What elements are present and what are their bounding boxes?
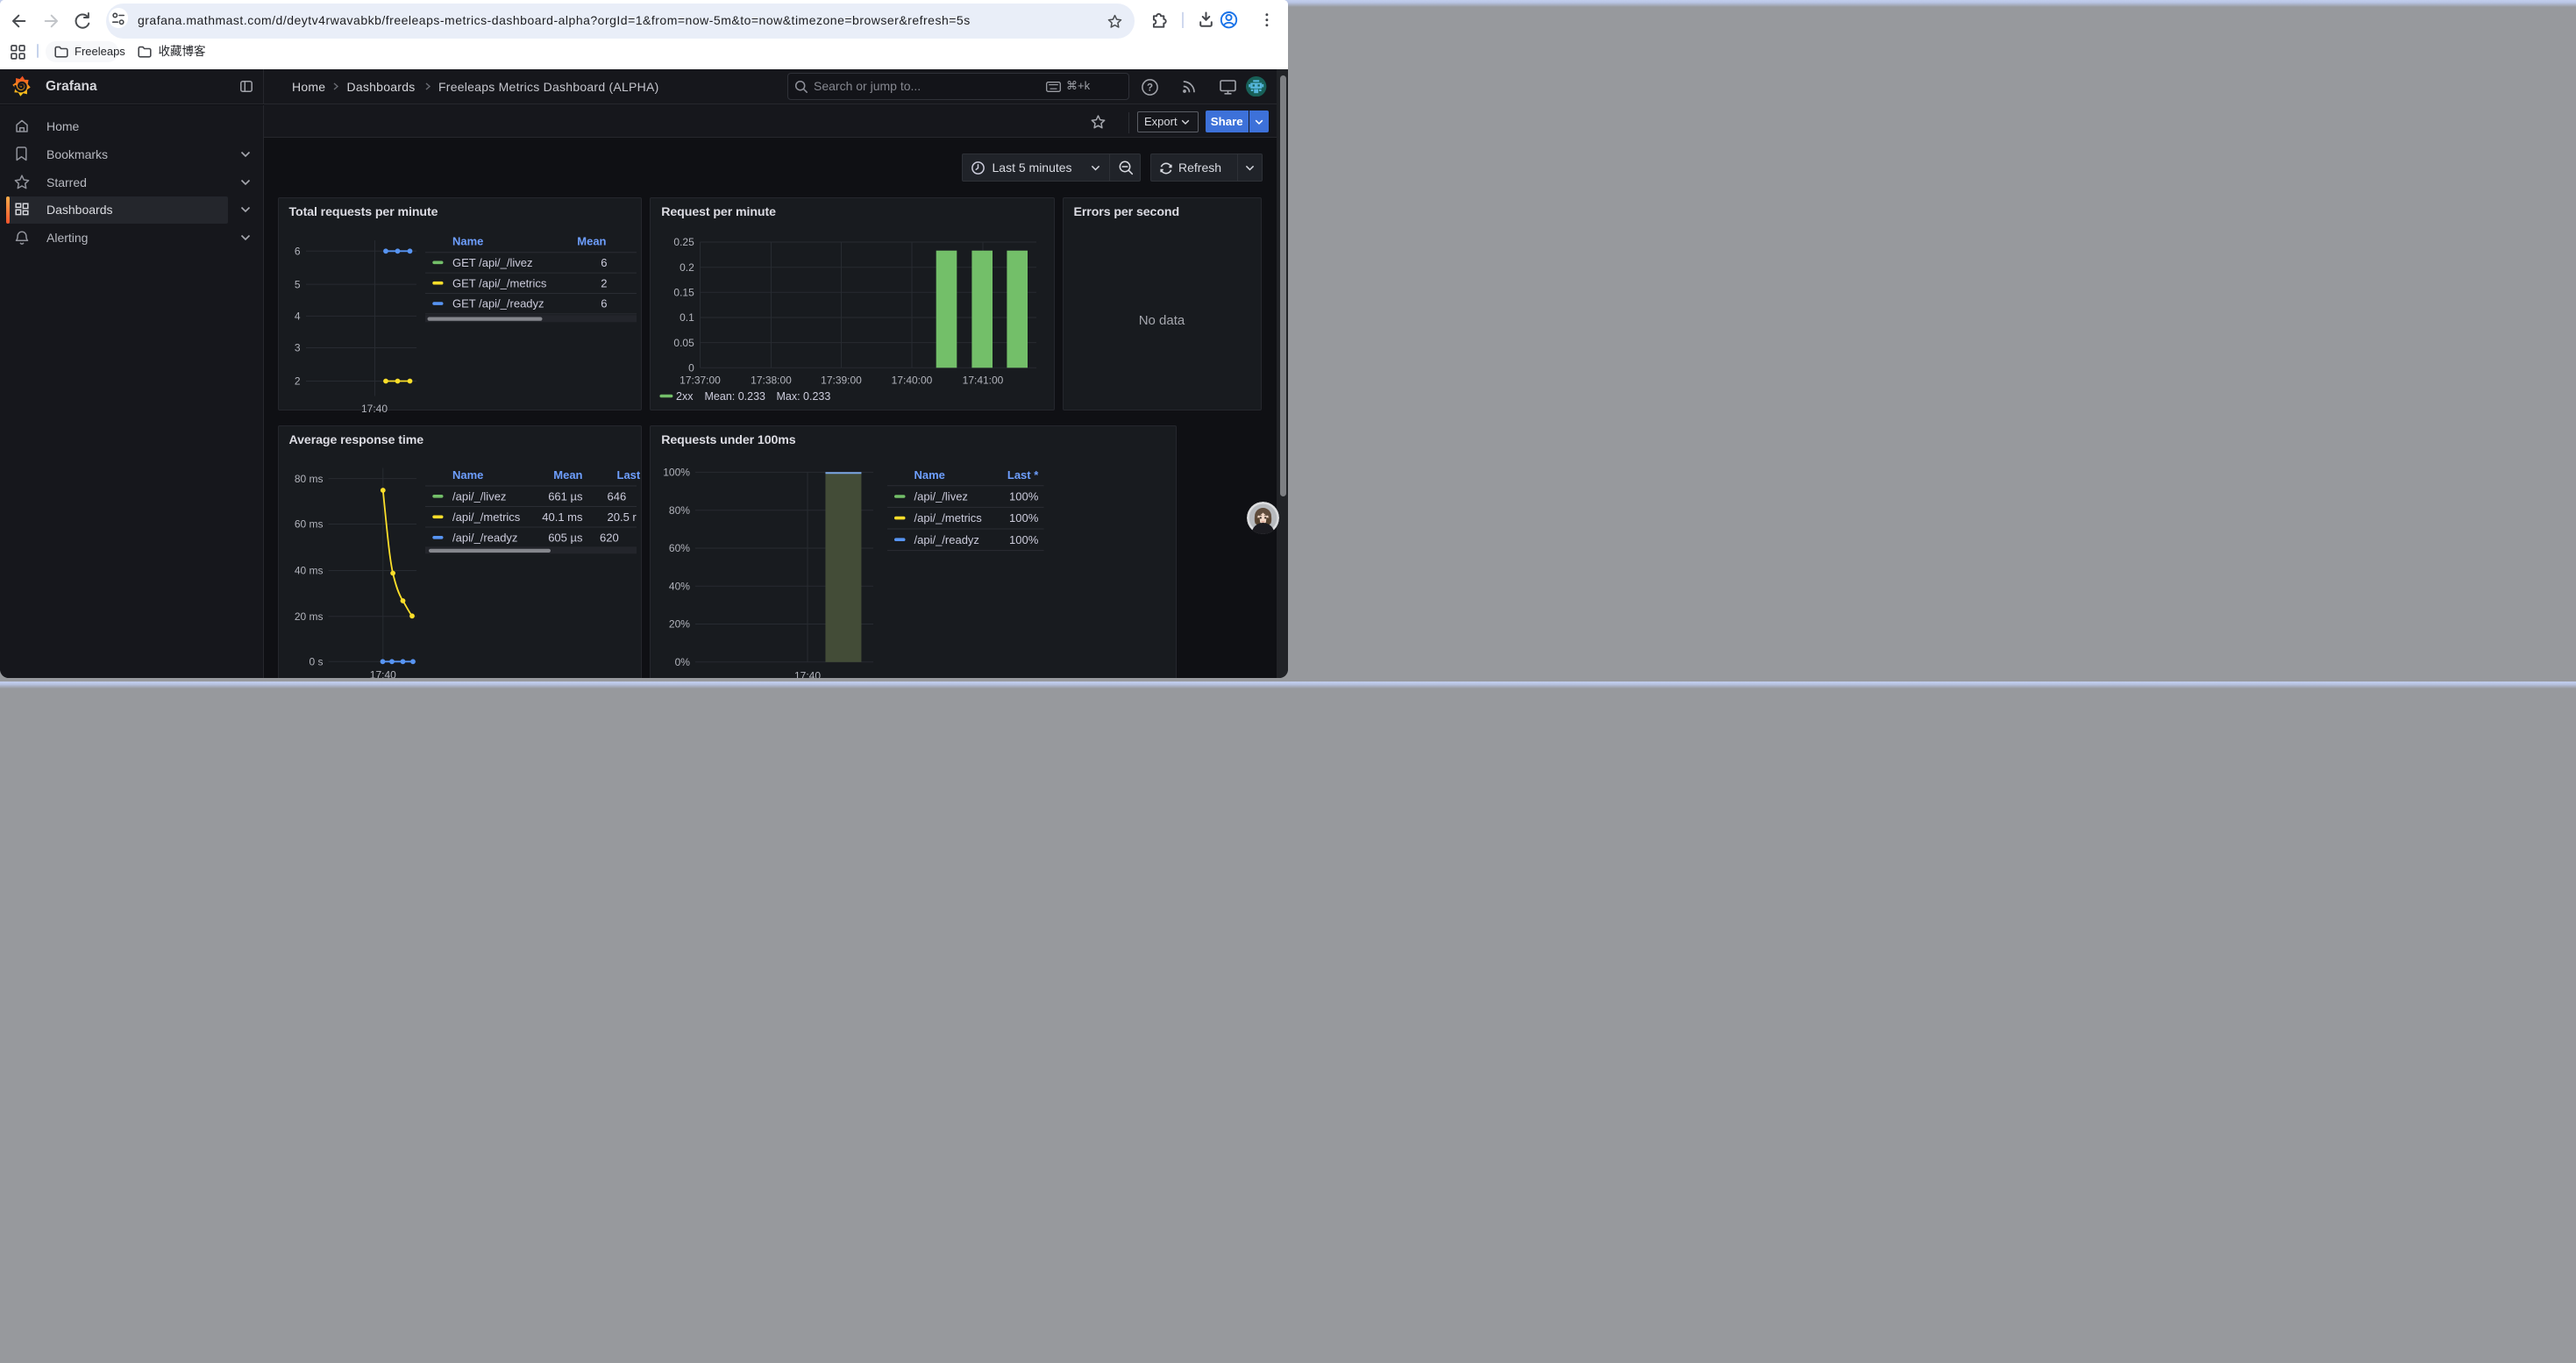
svg-text:/api/_/metrics: /api/_/metrics	[914, 511, 983, 525]
svg-text:17:37:00: 17:37:00	[680, 374, 721, 386]
svg-text:6: 6	[601, 296, 607, 310]
svg-text:17:40: 17:40	[794, 669, 821, 678]
svg-text:0.15: 0.15	[674, 286, 695, 298]
svg-text:3: 3	[294, 341, 300, 353]
svg-text:0.25: 0.25	[674, 236, 695, 248]
svg-text:0: 0	[688, 361, 694, 374]
svg-text:80 ms: 80 ms	[294, 472, 323, 484]
svg-text:?: ?	[1147, 83, 1153, 94]
svg-text:605 µs: 605 µs	[548, 531, 583, 544]
svg-text:Name: Name	[914, 468, 945, 482]
svg-text:60%: 60%	[669, 542, 690, 554]
svg-text:Max: 0.233: Max: 0.233	[777, 389, 831, 402]
svg-text:Name: Name	[452, 468, 483, 482]
svg-text:661 µs: 661 µs	[548, 489, 583, 503]
svg-text:40.1 ms: 40.1 ms	[542, 510, 583, 523]
svg-text:2: 2	[601, 276, 607, 289]
svg-text:40 ms: 40 ms	[294, 564, 323, 576]
svg-text:GET /api/_/livez: GET /api/_/livez	[452, 255, 533, 268]
svg-text:0%: 0%	[675, 656, 691, 668]
svg-text:0.05: 0.05	[674, 336, 695, 348]
svg-text:GET /api/_/readyz: GET /api/_/readyz	[452, 296, 544, 310]
svg-text:17:38:00: 17:38:00	[751, 374, 792, 386]
svg-text:100%: 100%	[1009, 489, 1039, 503]
svg-text:6: 6	[294, 245, 300, 257]
svg-text:100%: 100%	[1009, 511, 1039, 525]
svg-text:Last *: Last *	[1007, 468, 1039, 482]
svg-text:Mean: 0.233: Mean: 0.233	[705, 389, 766, 402]
svg-text:Last *: Last *	[616, 468, 641, 482]
svg-text:100%: 100%	[663, 466, 690, 478]
svg-text:17:39:00: 17:39:00	[821, 374, 862, 386]
svg-text:/api/_/readyz: /api/_/readyz	[452, 531, 517, 544]
svg-text:620: 620	[600, 531, 619, 544]
svg-text:/api/_/livez: /api/_/livez	[452, 489, 506, 503]
svg-text:2xx: 2xx	[676, 389, 694, 402]
svg-text:17:41:00: 17:41:00	[963, 374, 1004, 386]
svg-text:80%: 80%	[669, 503, 690, 516]
svg-text:20 ms: 20 ms	[294, 610, 323, 623]
svg-text:0.2: 0.2	[680, 260, 694, 273]
svg-text:6: 6	[601, 255, 607, 268]
svg-text:20%: 20%	[669, 617, 690, 630]
svg-text:17:40: 17:40	[369, 668, 395, 678]
svg-text:0 s: 0 s	[309, 655, 323, 667]
svg-text:Name: Name	[452, 234, 483, 247]
svg-text:Mean: Mean	[577, 234, 606, 247]
svg-text:17:40:00: 17:40:00	[892, 374, 933, 386]
svg-text:/api/_/metrics: /api/_/metrics	[452, 510, 521, 523]
svg-text:20.5 r: 20.5 r	[607, 510, 637, 523]
svg-text:0.1: 0.1	[680, 311, 694, 324]
svg-text:Mean: Mean	[553, 468, 582, 482]
svg-text:GET /api/_/metrics: GET /api/_/metrics	[452, 276, 547, 289]
svg-text:/api/_/livez: /api/_/livez	[914, 489, 968, 503]
svg-text:/api/_/readyz: /api/_/readyz	[914, 532, 979, 546]
svg-text:40%: 40%	[669, 580, 690, 592]
svg-text:2: 2	[294, 375, 300, 387]
svg-text:100%: 100%	[1009, 532, 1039, 546]
svg-text:60 ms: 60 ms	[294, 517, 323, 530]
svg-text:5: 5	[294, 278, 300, 290]
svg-text:4: 4	[294, 310, 300, 322]
svg-text:646: 646	[607, 489, 626, 503]
